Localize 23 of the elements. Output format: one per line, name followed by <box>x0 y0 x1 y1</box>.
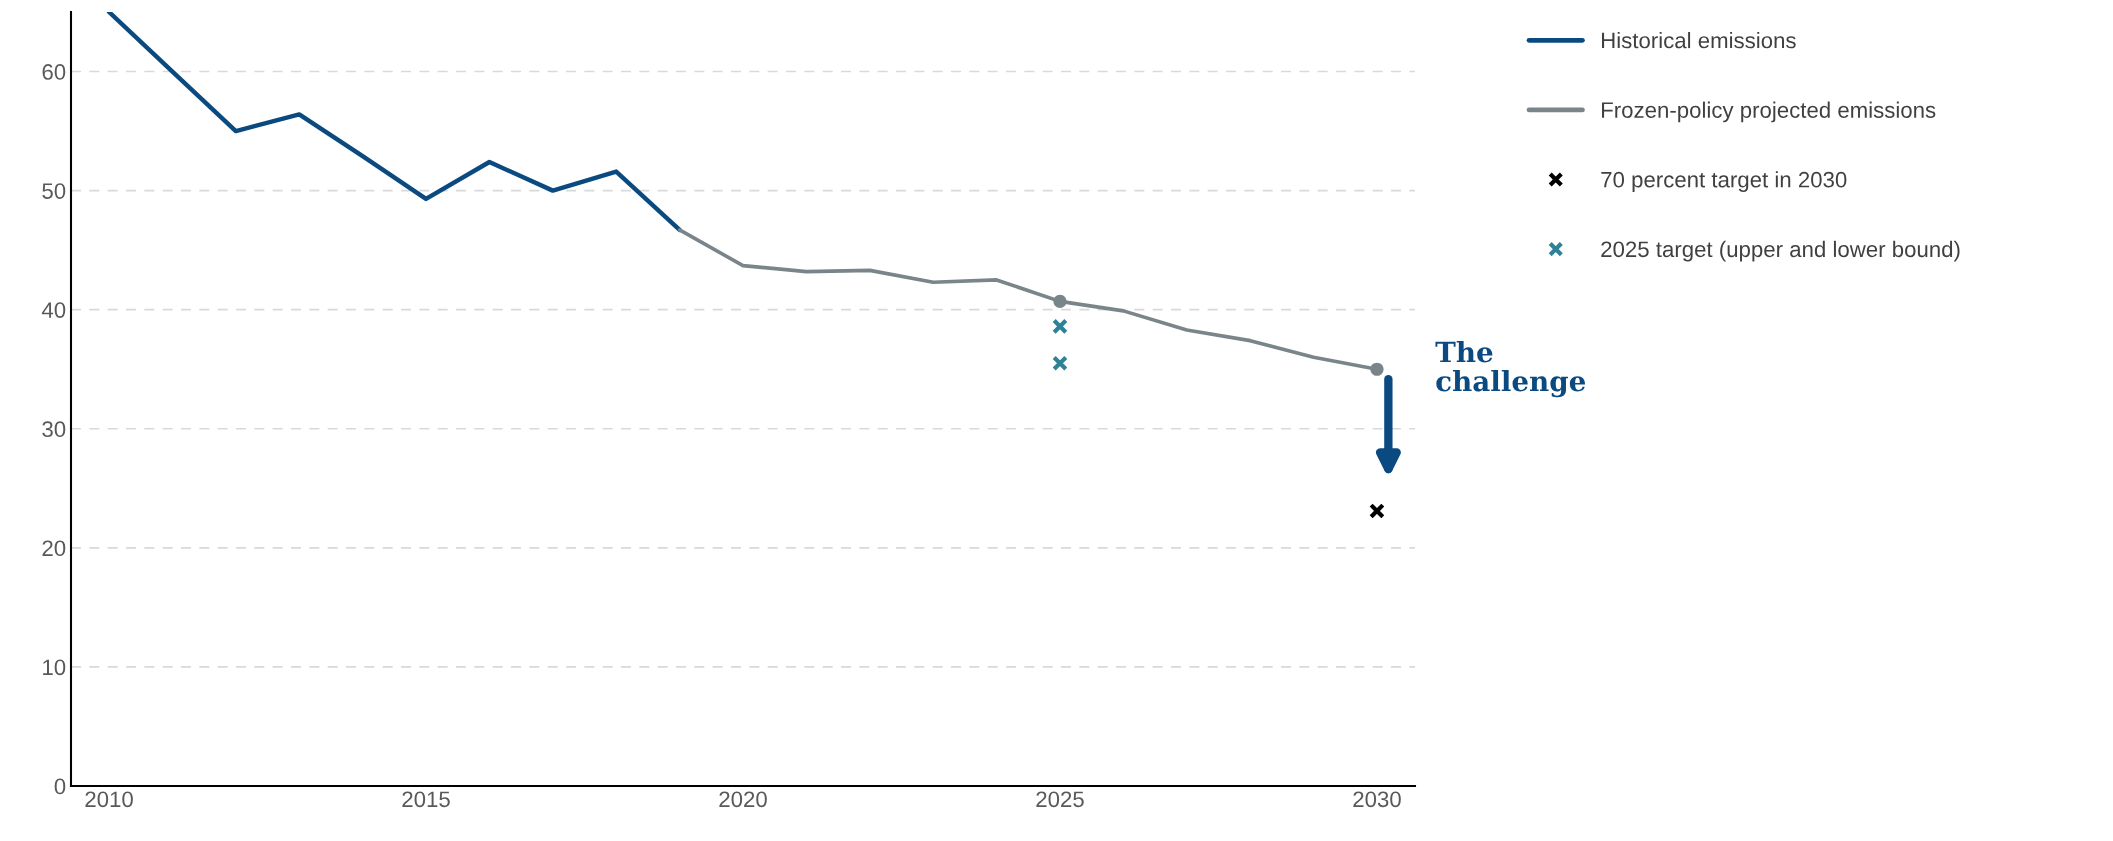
x-tick-label: 2025 <box>1036 791 1084 808</box>
legend-label: 2025 target (upper and lower bound) <box>1601 240 1960 262</box>
legend-label: Historical emissions <box>1602 32 1796 49</box>
x-tick-label: 2030 <box>1353 791 1401 808</box>
point <box>1370 362 1384 376</box>
y-tick-label: 50 <box>42 183 66 199</box>
line-series <box>106 12 682 233</box>
x-tick-label: 2010 <box>85 791 133 808</box>
point <box>1052 355 1068 372</box>
x-tick-label: 2015 <box>402 791 450 808</box>
text: The challenge <box>1435 340 1586 398</box>
y-tick-label: 0 <box>54 778 66 795</box>
point <box>1052 318 1068 335</box>
point <box>1369 503 1385 519</box>
y-tick-label: 30 <box>42 421 66 438</box>
legend-label: 70 percent target in 2030 <box>1601 171 1847 192</box>
y-tick-label: 20 <box>42 540 66 557</box>
y-tick-label: 60 <box>42 64 66 80</box>
y-tick-label: 10 <box>43 659 66 676</box>
legend-label: Frozen-policy projected emissions <box>1602 101 1936 123</box>
point <box>1053 294 1067 308</box>
y-tick-label: 40 <box>41 302 66 318</box>
x-tick-label: 2020 <box>719 791 767 808</box>
